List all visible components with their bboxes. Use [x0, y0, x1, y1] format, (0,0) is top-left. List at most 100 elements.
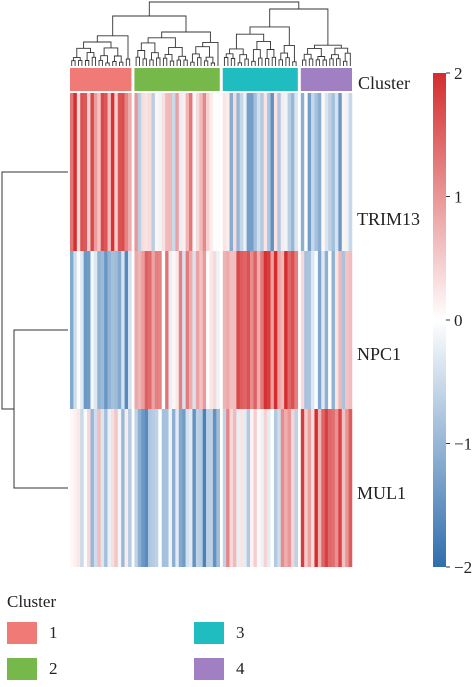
heat-cell	[148, 251, 152, 409]
heat-cell	[128, 251, 132, 409]
heat-cell	[324, 251, 329, 409]
heat-cell	[338, 409, 343, 567]
heat-cell	[304, 409, 308, 567]
heat-cell	[137, 93, 142, 251]
dendrogram-branch	[278, 59, 283, 66]
heat-cell	[328, 93, 332, 251]
heat-cell	[100, 409, 105, 567]
legend-swatch-2	[7, 658, 37, 680]
heat-cell	[209, 93, 214, 251]
heat-cell	[202, 409, 207, 567]
heat-cell	[137, 251, 142, 409]
heat-cell	[110, 251, 115, 409]
heat-cell	[114, 251, 119, 409]
legend-title: Cluster	[7, 592, 57, 611]
heatmap-cells	[70, 93, 353, 567]
heat-cell	[270, 251, 275, 409]
dendrogram-branch	[210, 62, 216, 66]
heat-cell	[114, 93, 119, 251]
heat-cell	[263, 409, 268, 567]
heat-cell	[304, 251, 308, 409]
heat-cell	[250, 409, 254, 567]
row-label-mul1: MUL1	[357, 483, 406, 503]
heat-cell	[246, 93, 251, 251]
heat-cell	[148, 93, 152, 251]
heat-cell	[185, 409, 190, 567]
heat-cell	[287, 93, 292, 251]
heat-cell	[144, 409, 149, 567]
heat-cell	[321, 93, 325, 251]
heat-cell	[90, 409, 95, 567]
dendrogram-branch	[100, 55, 108, 63]
heat-cell	[324, 409, 329, 567]
heat-cell	[331, 251, 336, 409]
heat-cell	[134, 409, 139, 567]
legend-swatch-4	[194, 658, 224, 680]
heat-cell	[270, 93, 275, 251]
heat-cell	[250, 93, 254, 251]
heat-cell	[185, 93, 190, 251]
color-scale-bar	[433, 73, 446, 567]
dendrogram-branch	[336, 58, 341, 66]
dendrogram-branch	[244, 58, 249, 66]
heat-cell	[168, 93, 173, 251]
heat-cell	[114, 409, 119, 567]
heat-cell	[90, 251, 95, 409]
legend-label-1: 1	[49, 623, 58, 642]
heat-cell	[141, 93, 145, 251]
heat-cell	[175, 251, 180, 409]
dendrogram-branch	[322, 59, 327, 66]
dendrogram-branch	[112, 61, 117, 66]
heat-cell	[284, 251, 288, 409]
heat-cell	[178, 251, 183, 409]
heat-cell	[171, 93, 176, 251]
heat-cell	[307, 251, 312, 409]
heat-cell	[73, 409, 78, 567]
heat-cell	[93, 251, 98, 409]
heat-cell	[226, 409, 230, 567]
heatmap-chart: Cluster TRIM13 NPC1 MUL1 2 1 0 −1 −2	[1, 1, 472, 577]
heat-cell	[263, 251, 268, 409]
heat-cell	[236, 409, 241, 567]
dendrogram-branch	[334, 47, 349, 55]
heat-cell	[212, 93, 217, 251]
heat-cell	[348, 93, 353, 251]
heat-cell	[280, 93, 285, 251]
column-dendrogram	[71, 1, 351, 66]
dendrogram-branch	[343, 60, 348, 66]
dendrogram-branch	[195, 46, 210, 58]
heat-cell	[154, 251, 159, 409]
heat-cell	[73, 251, 78, 409]
heat-cell	[324, 93, 329, 251]
scale-tick-label: 1	[454, 188, 463, 207]
heat-cell	[87, 409, 91, 567]
heat-cell	[158, 409, 162, 567]
dendrogram-branch	[203, 60, 209, 66]
heat-cell	[70, 409, 74, 567]
heat-cell	[175, 409, 180, 567]
dendrogram-branch	[135, 56, 140, 66]
heat-cell	[253, 93, 258, 251]
dendrogram-branch	[176, 59, 181, 66]
legend-item-3: 3	[194, 622, 245, 644]
legend-label-3: 3	[236, 623, 245, 642]
color-scale-ticks: 2 1 0 −1 −2	[446, 64, 472, 577]
heat-cell	[226, 93, 230, 251]
heat-cell	[311, 251, 315, 409]
heat-cell	[267, 409, 271, 567]
heat-cell	[307, 93, 312, 251]
heat-cell	[206, 93, 210, 251]
heat-cell	[270, 409, 275, 567]
heat-cell	[267, 93, 271, 251]
dendrogram-branch	[190, 61, 195, 66]
heat-cell	[144, 251, 149, 409]
heat-cell	[83, 93, 88, 251]
heat-cell	[263, 93, 268, 251]
heat-cell	[70, 251, 74, 409]
heat-cell	[178, 93, 183, 251]
heat-cell	[311, 93, 315, 251]
heat-cell	[168, 409, 173, 567]
annotation-cluster-2	[134, 68, 220, 91]
heat-cell	[250, 251, 254, 409]
heat-cell	[348, 409, 353, 567]
